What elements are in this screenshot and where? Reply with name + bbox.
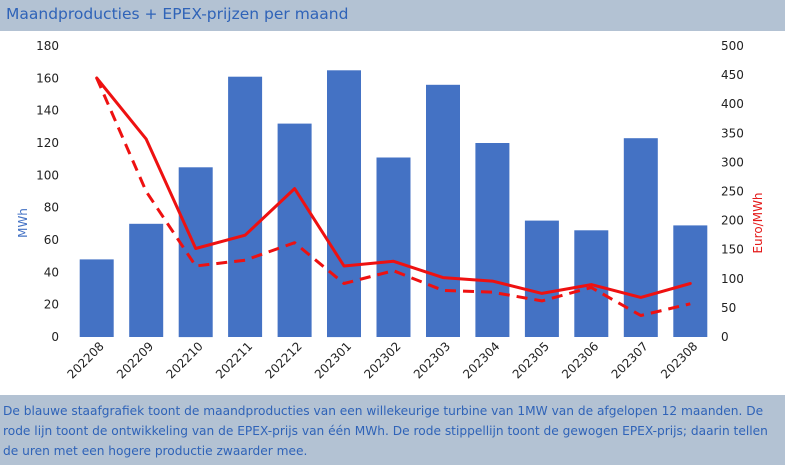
right-tick-label: 500 [721, 39, 744, 53]
x-tick-label: 202212 [262, 339, 304, 381]
left-tick-label: 40 [44, 265, 59, 279]
left-tick-label: 60 [44, 233, 59, 247]
left-tick-label: 120 [36, 136, 59, 150]
chart-footer: De blauwe staafgrafiek toont de maandpro… [0, 395, 785, 465]
chart-description: De blauwe staafgrafiek toont de maandpro… [3, 404, 768, 458]
bar-202209 [129, 223, 164, 337]
bar-202303 [426, 84, 460, 337]
left-axis-title: MWh [16, 208, 30, 238]
x-tick-label: 202308 [658, 339, 700, 381]
left-tick-label: 20 [44, 298, 59, 312]
bar-202301 [327, 70, 361, 338]
right-tick-label: 150 [721, 243, 744, 257]
right-tick-label: 350 [721, 126, 744, 140]
bar-202211 [228, 76, 263, 337]
x-tick-label: 202301 [312, 339, 354, 381]
x-tick-label: 202210 [164, 339, 206, 381]
bar-202308 [673, 225, 708, 337]
bar-202208 [79, 259, 114, 337]
right-tick-label: 200 [721, 214, 744, 228]
x-tick-label: 202305 [510, 339, 552, 381]
right-axis-ticks: 0 50 100 150 200 250 300 350 400 450 500 [721, 39, 744, 344]
bar-202210 [178, 167, 213, 338]
price-line [95, 76, 692, 299]
left-axis-ticks: 0 20 40 60 80 100 120 140 160 180 [36, 39, 59, 344]
bar-202305 [524, 220, 559, 337]
left-tick-label: 160 [36, 71, 59, 85]
chart-title: Maandproducties + EPEX-prijzen per maand [6, 5, 349, 23]
x-axis-ticks: 202208 202209 202210 202211 202212 202301 2023… [65, 339, 701, 381]
chart-area: 0 20 40 60 80 100 120 140 160 180 0 50 100 150 200 250… [0, 31, 785, 395]
weighted-price-line [95, 77, 691, 317]
right-tick-label: 250 [721, 185, 744, 199]
x-tick-label: 202209 [114, 339, 156, 381]
left-tick-label: 180 [36, 39, 59, 53]
right-axis-title: Euro/MWh [751, 192, 765, 253]
bar-202212 [277, 123, 312, 337]
chart-header: Maandproducties + EPEX-prijzen per maand [0, 0, 785, 31]
bar-202304 [475, 143, 510, 337]
left-tick-label: 80 [44, 201, 59, 215]
combo-chart: 0 20 40 60 80 100 120 140 160 180 0 50 100 150 200 250… [16, 39, 765, 382]
right-tick-label: 300 [721, 155, 744, 169]
left-tick-label: 140 [36, 104, 59, 118]
left-tick-label: 100 [36, 168, 59, 182]
x-tick-label: 202306 [559, 339, 601, 381]
right-tick-label: 100 [721, 272, 744, 286]
left-tick-label: 0 [51, 330, 59, 344]
right-tick-label: 450 [721, 68, 744, 82]
bar-series [79, 70, 708, 338]
right-tick-label: 400 [721, 97, 744, 111]
line-series [95, 76, 692, 317]
bar-202307 [623, 138, 658, 337]
x-tick-label: 202304 [460, 339, 502, 381]
x-tick-label: 202303 [411, 339, 453, 381]
right-tick-label: 50 [721, 301, 736, 315]
x-tick-label: 202211 [213, 339, 255, 381]
right-tick-label: 0 [721, 330, 729, 344]
x-tick-label: 202208 [65, 339, 107, 381]
x-tick-label: 202302 [361, 339, 403, 381]
bar-202302 [376, 157, 411, 337]
x-tick-label: 202307 [609, 339, 651, 381]
